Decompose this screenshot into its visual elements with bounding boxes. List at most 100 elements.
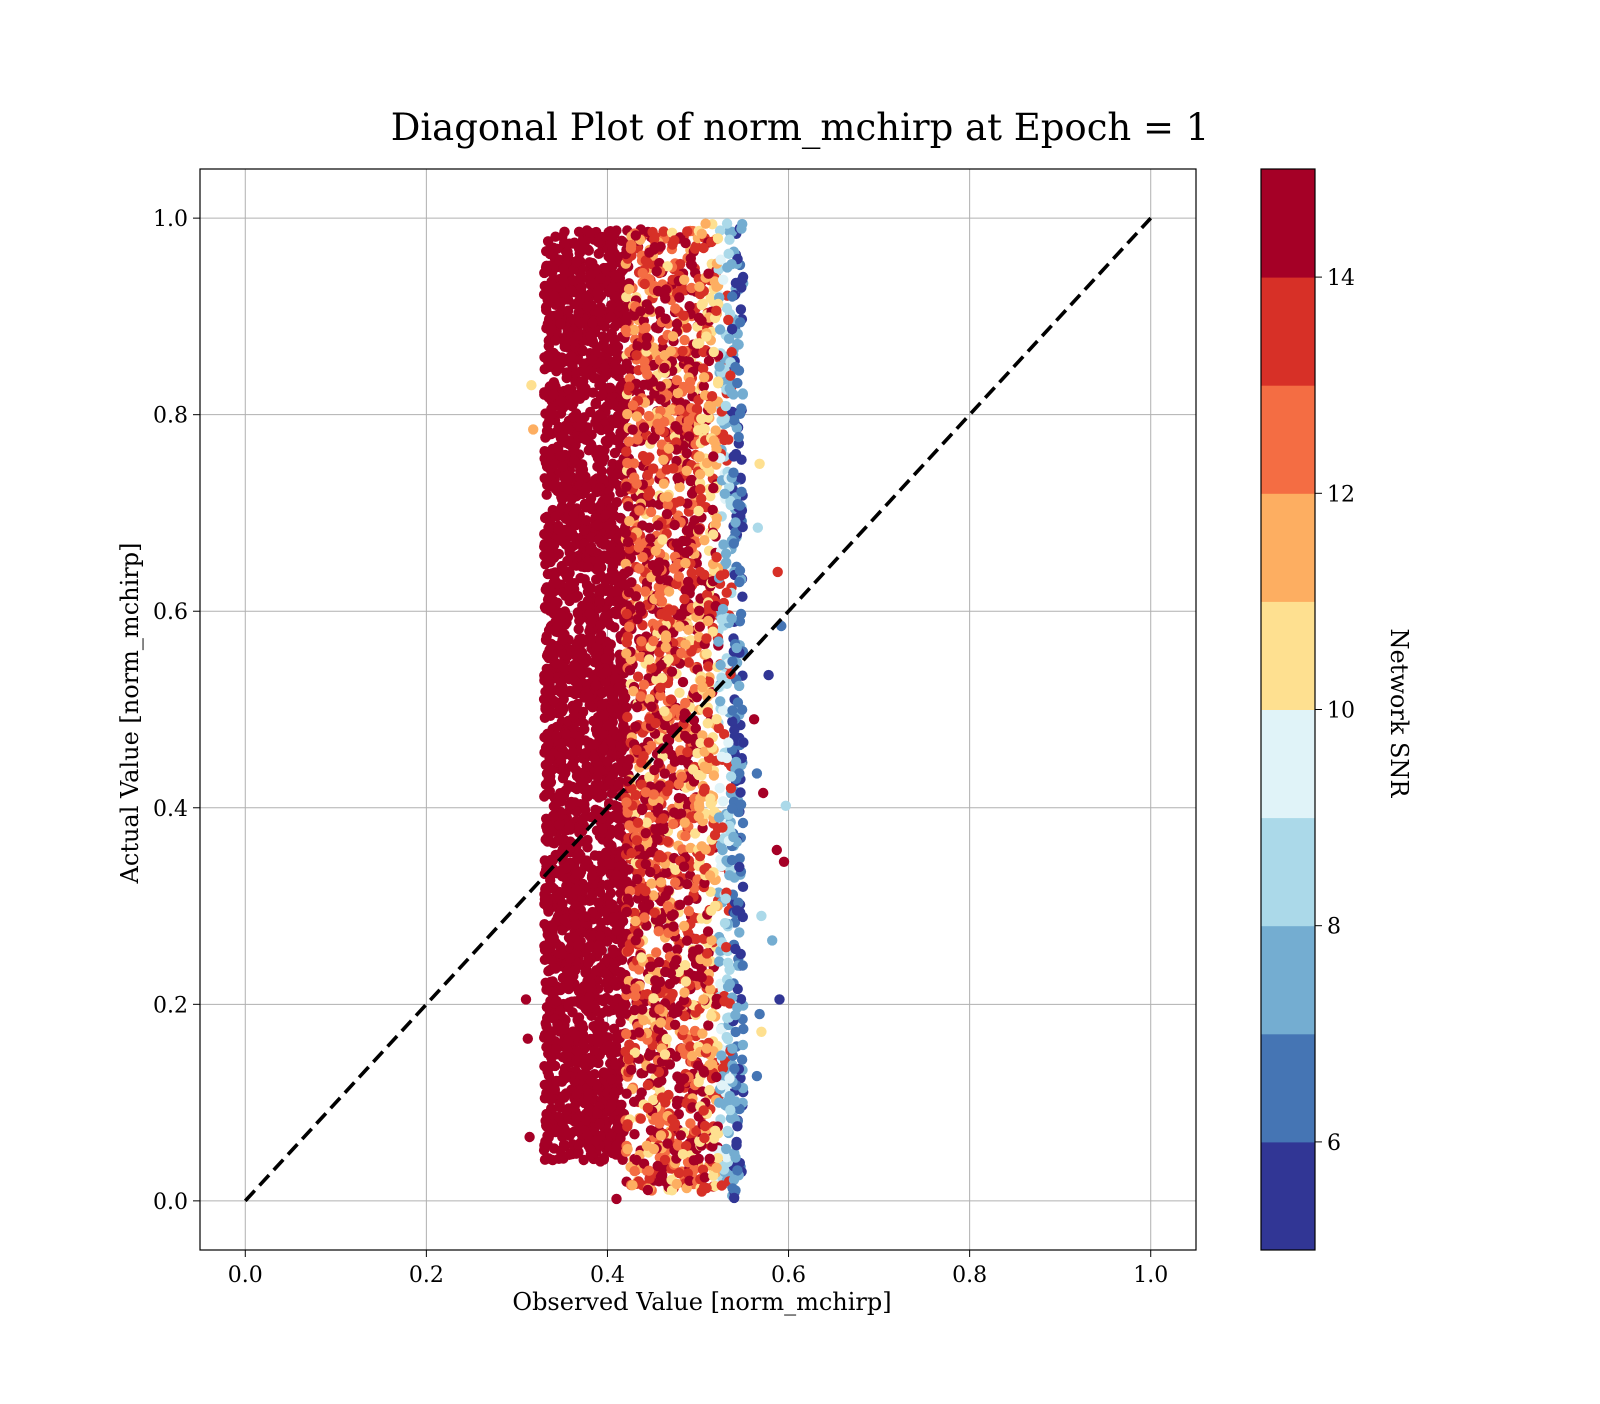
scatter-point xyxy=(552,244,562,254)
scatter-point xyxy=(657,673,667,683)
scatter-point xyxy=(722,588,732,598)
scatter-point xyxy=(657,852,667,862)
scatter-point xyxy=(585,544,595,554)
scatter-point xyxy=(596,918,606,928)
scatter-point xyxy=(571,639,581,649)
scatter-point xyxy=(629,1097,639,1107)
scatter-point xyxy=(609,1088,619,1098)
scatter-point xyxy=(566,286,576,296)
scatter-point xyxy=(558,773,568,783)
scatter-point xyxy=(574,616,584,626)
scatter-point xyxy=(569,455,579,465)
scatter-point xyxy=(554,363,564,373)
scatter-point xyxy=(563,1000,573,1010)
scatter-point xyxy=(642,369,652,379)
scatter-point xyxy=(660,293,670,303)
scatter-point xyxy=(659,479,669,489)
scatter-point xyxy=(572,392,582,402)
scatter-point xyxy=(573,308,583,318)
scatter-point xyxy=(571,919,581,929)
scatter-point xyxy=(631,1155,641,1165)
scatter-point xyxy=(672,1096,682,1106)
scatter-point xyxy=(601,576,611,586)
scatter-point xyxy=(622,907,632,917)
scatter-point xyxy=(671,704,681,714)
scatter-point xyxy=(573,1140,583,1150)
scatter-point xyxy=(668,819,678,829)
scatter-point xyxy=(559,277,569,287)
scatter-point xyxy=(679,921,689,931)
scatter-point xyxy=(571,765,581,775)
scatter-point xyxy=(571,900,581,910)
scatter-point xyxy=(547,923,557,933)
scatter-point xyxy=(673,388,683,398)
scatter-point xyxy=(621,648,631,658)
scatter-point xyxy=(539,791,549,801)
scatter-point xyxy=(654,1118,664,1128)
scatter-point xyxy=(547,587,557,597)
scatter-point xyxy=(590,1045,600,1055)
scatter-point xyxy=(557,461,567,471)
scatter-point xyxy=(591,449,601,459)
scatter-point xyxy=(663,492,673,502)
scatter-point xyxy=(544,689,554,699)
scatter-point xyxy=(606,300,616,310)
scatter-point xyxy=(665,979,675,989)
scatter-point xyxy=(549,933,559,943)
scatter-point xyxy=(672,1007,682,1017)
scatter-point xyxy=(579,367,589,377)
scatter-point xyxy=(656,877,666,887)
scatter-point xyxy=(593,520,603,530)
scatter-point xyxy=(584,608,594,618)
scatter-point xyxy=(544,1070,554,1080)
scatter-point xyxy=(582,855,592,865)
scatter-point xyxy=(540,1093,550,1103)
scatter-point xyxy=(622,358,632,368)
scatter-point xyxy=(644,654,654,664)
scatter-point xyxy=(662,509,672,519)
scatter-point xyxy=(542,953,552,963)
scatter-point xyxy=(597,700,607,710)
scatter-point xyxy=(718,705,728,715)
scatter-point xyxy=(597,729,607,739)
scatter-point xyxy=(680,558,690,568)
scatter-point xyxy=(682,466,692,476)
scatter-point xyxy=(605,620,615,630)
scatter-point xyxy=(603,756,613,766)
scatter-point xyxy=(610,1047,620,1057)
scatter-point xyxy=(610,673,620,683)
scatter-point xyxy=(694,811,704,821)
scatter-point xyxy=(567,673,577,683)
scatter-point xyxy=(651,984,661,994)
scatter-point xyxy=(714,956,724,966)
scatter-point xyxy=(632,434,642,444)
scatter-point xyxy=(623,1054,633,1064)
scatter-point xyxy=(646,702,656,712)
scatter-point xyxy=(684,301,694,311)
scatter-point xyxy=(600,1068,610,1078)
scatter-point xyxy=(627,1180,637,1190)
scatter-point xyxy=(674,405,684,415)
scatter-point xyxy=(640,279,650,289)
scatter-point xyxy=(644,713,654,723)
scatter-point xyxy=(542,1153,552,1163)
scatter-point xyxy=(572,682,582,692)
scatter-point xyxy=(631,230,641,240)
scatter-point xyxy=(674,1168,684,1178)
scatter-point xyxy=(569,238,579,248)
scatter-point xyxy=(682,879,692,889)
scatter-point xyxy=(581,748,591,758)
scatter-point xyxy=(542,836,552,846)
scatter-point xyxy=(589,753,599,763)
scatter-point xyxy=(556,687,566,697)
scatter-point xyxy=(643,490,653,500)
scatter-point xyxy=(738,1040,748,1050)
scatter-point xyxy=(703,661,713,671)
scatter-point xyxy=(661,630,671,640)
scatter-point xyxy=(622,311,632,321)
scatter-point xyxy=(674,292,684,302)
scatter-point xyxy=(632,614,642,624)
scatter-point xyxy=(730,1152,740,1162)
scatter-point xyxy=(682,448,692,458)
